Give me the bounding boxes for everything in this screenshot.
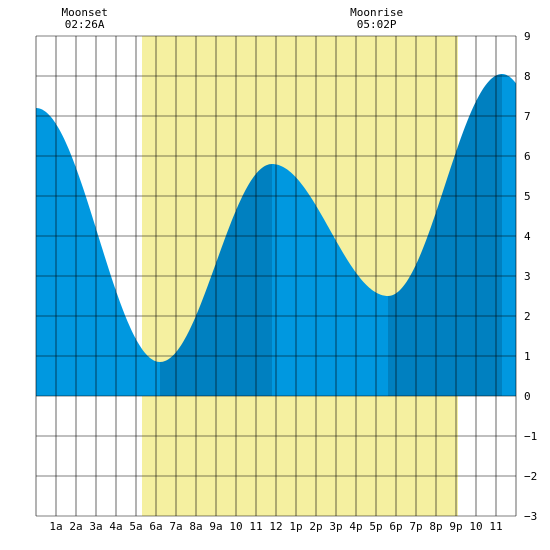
x-tick-label: 7p bbox=[409, 520, 422, 533]
x-tick-label: 4a bbox=[109, 520, 122, 533]
tide-segment-falling bbox=[502, 74, 516, 396]
x-tick-label: 10 bbox=[469, 520, 482, 533]
y-tick-label: −1 bbox=[524, 430, 537, 443]
tide-area bbox=[36, 74, 516, 396]
moon-event-time: 05:02P bbox=[357, 18, 397, 31]
x-tick-label: 9p bbox=[449, 520, 462, 533]
y-tick-label: 6 bbox=[524, 150, 531, 163]
x-tick-label: 8p bbox=[429, 520, 442, 533]
y-tick-label: 1 bbox=[524, 350, 531, 363]
moon-event-label: Moonrise bbox=[350, 6, 403, 19]
x-tick-label: 3p bbox=[329, 520, 342, 533]
y-tick-label: −2 bbox=[524, 470, 537, 483]
x-tick-label: 8a bbox=[189, 520, 202, 533]
y-tick-label: 4 bbox=[524, 230, 531, 243]
y-tick-label: 7 bbox=[524, 110, 531, 123]
x-tick-label: 7a bbox=[169, 520, 182, 533]
x-tick-label: 5a bbox=[129, 520, 142, 533]
x-tick-label: 6p bbox=[389, 520, 402, 533]
grid bbox=[35, 35, 517, 517]
y-tick-label: 2 bbox=[524, 310, 531, 323]
x-tick-label: 1p bbox=[289, 520, 302, 533]
x-tick-label: 9a bbox=[209, 520, 222, 533]
x-tick-label: 4p bbox=[349, 520, 362, 533]
x-tick-label: 3a bbox=[89, 520, 102, 533]
y-tick-label: 5 bbox=[524, 190, 531, 203]
x-tick-label: 11 bbox=[249, 520, 262, 533]
x-tick-label: 12 bbox=[269, 520, 282, 533]
y-tick-label: 8 bbox=[524, 70, 531, 83]
labels: 1a 2a 3a 4a 5a 6a 7a 8a 9a 10 11 12 1p 2p 3p 4p 5p 6p 7p 8p… bbox=[49, 6, 537, 533]
x-tick-label: 10 bbox=[229, 520, 242, 533]
y-tick-label: 9 bbox=[524, 30, 531, 43]
tide-segment-falling bbox=[36, 108, 160, 396]
moon-event-label: Moonset bbox=[61, 6, 107, 19]
moon-event-time: 02:26A bbox=[65, 18, 105, 31]
x-tick-label: 2a bbox=[69, 520, 82, 533]
y-tick-label: 3 bbox=[524, 270, 531, 283]
x-tick-label: 5p bbox=[369, 520, 382, 533]
tide-segment-rising bbox=[388, 74, 502, 396]
x-tick-label: 6a bbox=[149, 520, 162, 533]
x-tick-label: 1a bbox=[49, 520, 62, 533]
y-tick-label: −3 bbox=[524, 510, 537, 523]
x-tick-label: 11 bbox=[489, 520, 502, 533]
x-tick-label: 2p bbox=[309, 520, 322, 533]
y-tick-label: 0 bbox=[524, 390, 531, 403]
tide-segment-falling bbox=[272, 164, 388, 396]
